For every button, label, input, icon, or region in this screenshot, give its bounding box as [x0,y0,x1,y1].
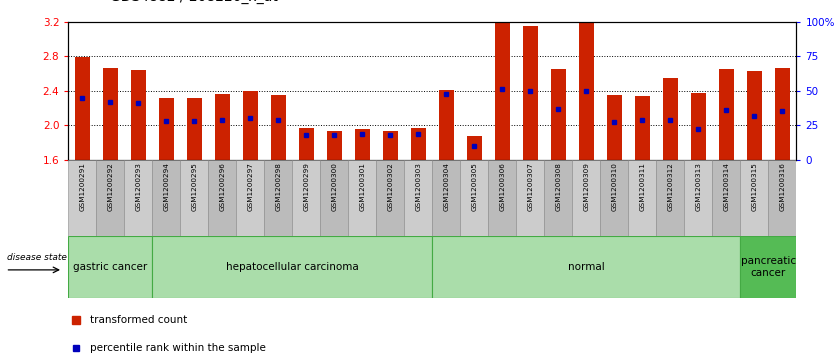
Text: GSM1200313: GSM1200313 [696,162,701,211]
Bar [404,160,432,236]
Text: percentile rank within the sample: percentile rank within the sample [90,343,266,352]
Text: GSM1200312: GSM1200312 [667,162,674,211]
Bar [775,68,790,160]
Text: GSM1200292: GSM1200292 [108,162,113,211]
Text: GSM1200303: GSM1200303 [415,162,421,211]
Text: GSM1200316: GSM1200316 [780,162,786,211]
Bar [572,160,600,236]
Bar [320,160,349,236]
Bar [741,160,768,236]
Text: GSM1200298: GSM1200298 [275,162,281,211]
Text: disease state: disease state [7,253,67,262]
Bar [68,160,97,236]
Bar [685,160,712,236]
Text: GSM1200301: GSM1200301 [359,162,365,211]
Text: pancreatic
cancer: pancreatic cancer [741,256,796,278]
Text: hepatocellular carcinoma: hepatocellular carcinoma [226,262,359,272]
Text: normal: normal [568,262,605,272]
Bar [264,160,293,236]
Bar [768,160,796,236]
Bar [68,236,153,298]
Text: GSM1200300: GSM1200300 [331,162,338,211]
Bar [214,94,230,160]
Text: GSM1200310: GSM1200310 [611,162,617,211]
Bar [180,160,208,236]
Text: GSM1200293: GSM1200293 [135,162,142,211]
Bar [432,236,741,298]
Bar [75,57,90,160]
Bar [293,160,320,236]
Bar [741,236,796,298]
Text: GSM1200309: GSM1200309 [584,162,590,211]
Bar [432,160,460,236]
Bar [663,78,678,160]
Bar [467,135,482,160]
Bar [460,160,489,236]
Text: GSM1200311: GSM1200311 [640,162,646,211]
Bar [719,69,734,160]
Bar [712,160,741,236]
Bar [439,90,455,160]
Bar [354,129,370,160]
Bar [516,160,545,236]
Text: GSM1200291: GSM1200291 [79,162,85,211]
Bar [410,128,426,160]
Bar [243,91,258,160]
Text: GSM1200314: GSM1200314 [723,162,730,211]
Bar [349,160,376,236]
Bar [383,131,398,160]
Bar [629,160,656,236]
Bar [299,128,314,160]
Bar [523,26,538,160]
Text: GSM1200294: GSM1200294 [163,162,169,211]
Bar [271,95,286,160]
Bar [635,96,651,160]
Bar [495,22,510,160]
Bar [187,98,202,160]
Bar [97,160,124,236]
Text: transformed count: transformed count [90,315,188,325]
Bar [208,160,236,236]
Bar [153,160,180,236]
Bar [607,95,622,160]
Bar [656,160,685,236]
Text: GSM1200307: GSM1200307 [527,162,534,211]
Bar [746,71,762,160]
Bar [550,69,566,160]
Text: GSM1200315: GSM1200315 [751,162,757,211]
Text: GSM1200297: GSM1200297 [248,162,254,211]
Bar [376,160,404,236]
Bar [236,160,264,236]
Text: GSM1200299: GSM1200299 [304,162,309,211]
Text: GSM1200295: GSM1200295 [191,162,198,211]
Text: GSM1200308: GSM1200308 [555,162,561,211]
Bar [579,22,594,160]
Bar [489,160,516,236]
Bar [103,68,118,160]
Text: GDS4882 / 208220_x_at: GDS4882 / 208220_x_at [110,0,278,4]
Bar [153,236,432,298]
Text: GSM1200296: GSM1200296 [219,162,225,211]
Bar [158,98,174,160]
Bar [600,160,629,236]
Bar [327,131,342,160]
Text: gastric cancer: gastric cancer [73,262,148,272]
Bar [545,160,572,236]
Bar [691,93,706,160]
Text: GSM1200304: GSM1200304 [444,162,450,211]
Bar [124,160,153,236]
Bar [131,70,146,160]
Text: GSM1200306: GSM1200306 [500,162,505,211]
Text: GSM1200302: GSM1200302 [388,162,394,211]
Text: GSM1200305: GSM1200305 [471,162,477,211]
